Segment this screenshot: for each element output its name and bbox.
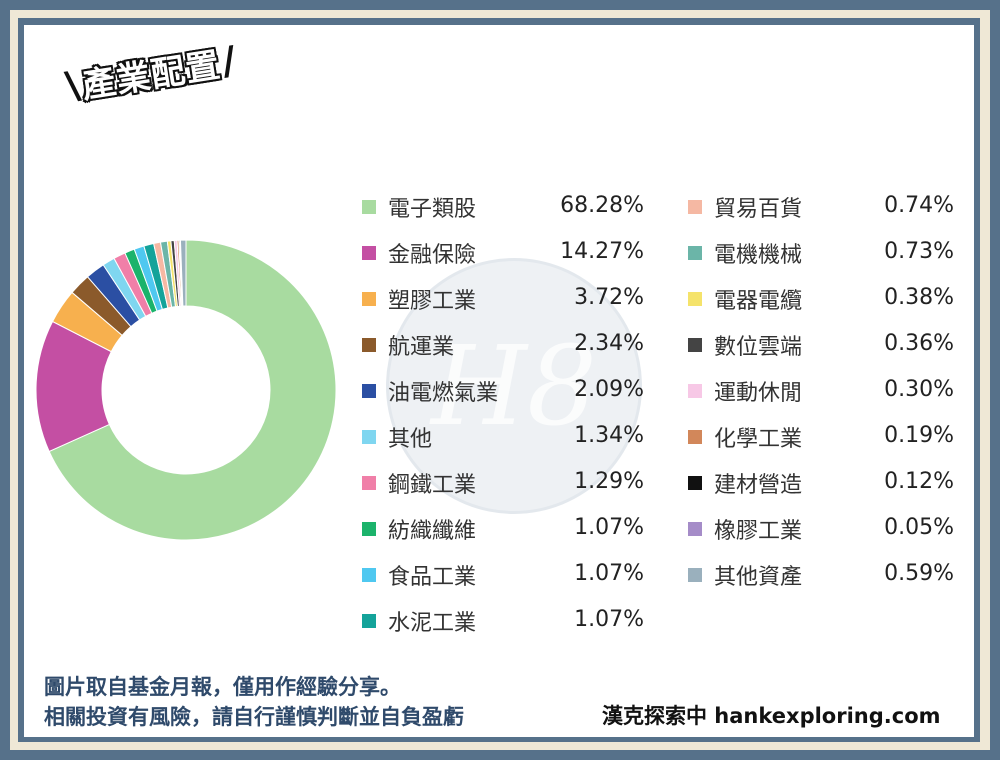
legend-label: 其他資產	[714, 565, 803, 590]
legend-label: 紡織纖維	[388, 519, 477, 544]
legend-item: 其他	[362, 425, 432, 452]
legend-swatch	[688, 292, 702, 306]
watermark-logo: H8	[386, 258, 642, 514]
donut-chart	[35, 239, 337, 541]
donut-slice-19	[179, 239, 187, 307]
legend-swatch	[688, 430, 702, 444]
legend-value: 0.74%	[884, 193, 954, 218]
legend-label: 數位雲端	[714, 335, 803, 360]
legend-swatch	[688, 338, 702, 352]
legend-value: 1.07%	[574, 561, 644, 586]
legend-swatch	[362, 614, 376, 628]
legend-label: 食品工業	[388, 565, 477, 590]
legend-swatch	[362, 246, 376, 260]
legend-value: 0.19%	[884, 423, 954, 448]
legend-item: 運動休閒	[688, 379, 802, 406]
legend-item: 橡膠工業	[688, 517, 802, 544]
legend-swatch	[362, 384, 376, 398]
legend-value: 0.12%	[884, 469, 954, 494]
legend-swatch	[688, 384, 702, 398]
legend-value: 14.27%	[560, 239, 644, 264]
legend-value: 0.05%	[884, 515, 954, 540]
legend-item: 食品工業	[362, 563, 476, 590]
legend-label: 水泥工業	[388, 611, 477, 636]
legend-item: 電機機械	[688, 241, 802, 268]
legend-swatch	[688, 522, 702, 536]
legend-item: 塑膠工業	[362, 287, 476, 314]
legend-label: 電子類股	[388, 197, 477, 222]
legend-value: 3.72%	[574, 285, 644, 310]
legend-item: 鋼鐵工業	[362, 471, 476, 498]
legend-value: 0.30%	[884, 377, 954, 402]
legend-item: 航運業	[362, 333, 454, 360]
legend-swatch	[362, 522, 376, 536]
legend-label: 金融保險	[388, 243, 477, 268]
legend-item: 貿易百貨	[688, 195, 802, 222]
legend-item: 油電燃氣業	[362, 379, 498, 406]
legend-label: 塑膠工業	[388, 289, 477, 314]
legend-swatch	[362, 292, 376, 306]
legend-value: 2.09%	[574, 377, 644, 402]
legend-value: 1.07%	[574, 515, 644, 540]
legend-value: 1.29%	[574, 469, 644, 494]
legend-value: 68.28%	[560, 193, 644, 218]
legend-swatch	[688, 568, 702, 582]
legend-value: 1.34%	[574, 423, 644, 448]
legend-item: 其他資產	[688, 563, 802, 590]
disclaimer: 圖片取自基金月報，僅用作經驗分享。 相關投資有風險，請自行謹慎判斷並自負盈虧	[44, 672, 464, 732]
legend-item: 水泥工業	[362, 609, 476, 636]
donut-slice-1	[48, 239, 337, 541]
legend-item: 化學工業	[688, 425, 802, 452]
legend-value: 0.59%	[884, 561, 954, 586]
legend-label: 化學工業	[714, 427, 803, 452]
legend-item: 數位雲端	[688, 333, 802, 360]
legend-swatch	[362, 430, 376, 444]
legend-label: 貿易百貨	[714, 197, 803, 222]
legend-item: 電子類股	[362, 195, 476, 222]
legend-value: 0.36%	[884, 331, 954, 356]
legend-swatch	[688, 476, 702, 490]
legend-value: 2.34%	[574, 331, 644, 356]
legend-value: 1.07%	[574, 607, 644, 632]
legend-item: 建材營造	[688, 471, 802, 498]
legend-label: 其他	[388, 427, 433, 452]
legend-item: 紡織纖維	[362, 517, 476, 544]
legend-item: 金融保險	[362, 241, 476, 268]
legend-value: 0.38%	[884, 285, 954, 310]
legend-swatch	[362, 338, 376, 352]
legend-label: 電機機械	[714, 243, 803, 268]
legend-label: 油電燃氣業	[388, 381, 499, 406]
legend-swatch	[688, 246, 702, 260]
legend-label: 鋼鐵工業	[388, 473, 477, 498]
disclaimer-line-1: 圖片取自基金月報，僅用作經驗分享。	[44, 675, 401, 699]
legend-label: 電器電纜	[714, 289, 803, 314]
legend-label: 航運業	[388, 335, 455, 360]
legend-item: 電器電纜	[688, 287, 802, 314]
legend-label: 建材營造	[714, 473, 803, 498]
legend-swatch	[362, 476, 376, 490]
legend-label: 運動休閒	[714, 381, 803, 406]
legend-swatch	[362, 200, 376, 214]
legend-value: 0.73%	[884, 239, 954, 264]
brand-credit: 漢克探索中 hankexploring.com	[602, 704, 941, 728]
legend-swatch	[362, 568, 376, 582]
legend-label: 橡膠工業	[714, 519, 803, 544]
disclaimer-line-2: 相關投資有風險，請自行謹慎判斷並自負盈虧	[44, 705, 464, 729]
legend-swatch	[688, 200, 702, 214]
